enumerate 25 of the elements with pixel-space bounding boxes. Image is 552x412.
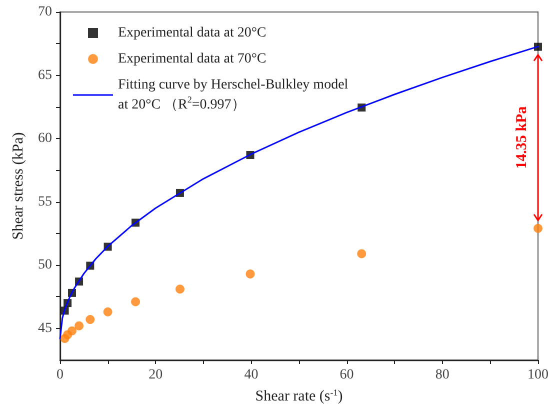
y-axis-title: Shear stress (kPa) [10, 132, 26, 240]
legend-label: Experimental data at 70°C [118, 52, 266, 66]
point [534, 224, 542, 233]
point [74, 321, 84, 330]
x-tick-label: 60 [340, 368, 354, 382]
point [246, 269, 255, 278]
x-tick-label: 100 [528, 368, 548, 382]
y-tick-label: 55 [38, 194, 52, 210]
y-tick-label: 50 [38, 258, 52, 273]
annotation: 14.35 kPa [514, 106, 530, 169]
y-tick-label: 65 [38, 68, 52, 83]
legend-label: Experimental data at 20°C [118, 26, 266, 40]
point [103, 307, 112, 316]
point [357, 249, 366, 258]
y-tick-label: 45 [38, 320, 52, 336]
point [175, 284, 184, 294]
y-tick-label: 70 [38, 4, 52, 20]
point [68, 326, 76, 336]
point [131, 297, 140, 306]
y-tick-label: 60 [38, 131, 52, 146]
point [86, 315, 95, 324]
x-tick-label: 80 [435, 368, 450, 382]
x-tick-label: 0 [56, 368, 64, 382]
x-tick-label: 20 [148, 368, 163, 382]
x-tick-label: 40 [244, 368, 258, 382]
